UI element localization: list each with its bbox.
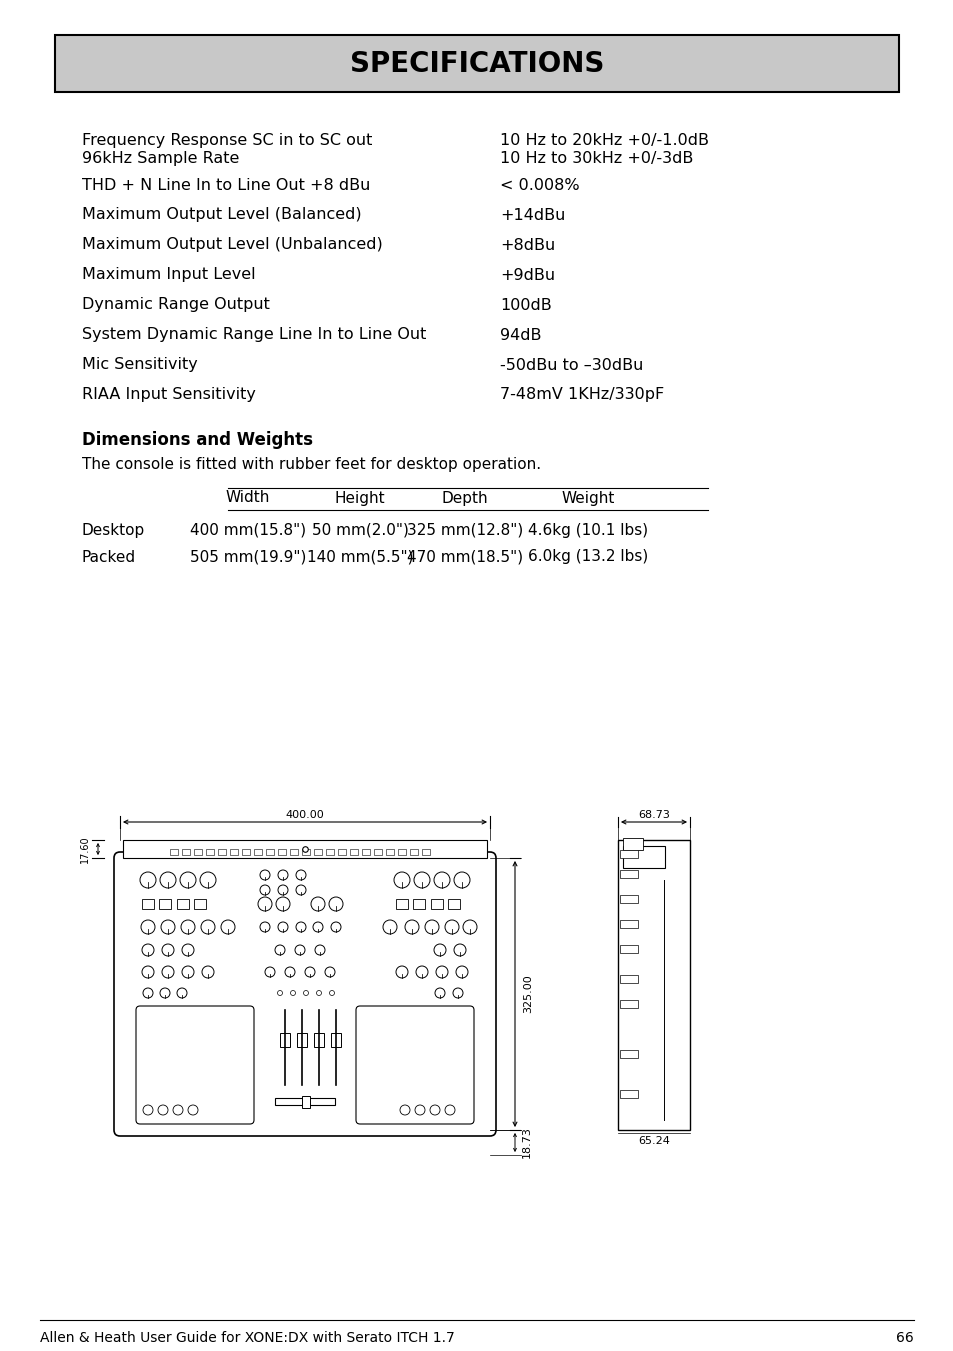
Bar bbox=[337, 848, 346, 855]
Text: 10 Hz to 20kHz +0/-1.0dB: 10 Hz to 20kHz +0/-1.0dB bbox=[499, 132, 708, 147]
Text: 400.00: 400.00 bbox=[285, 811, 324, 820]
Bar bbox=[266, 848, 274, 855]
Text: System Dynamic Range Line In to Line Out: System Dynamic Range Line In to Line Out bbox=[82, 327, 426, 343]
Bar bbox=[619, 920, 638, 928]
Bar bbox=[290, 848, 297, 855]
Text: +9dBu: +9dBu bbox=[499, 267, 555, 282]
Bar bbox=[619, 1050, 638, 1058]
Bar bbox=[619, 894, 638, 902]
Bar bbox=[314, 1034, 324, 1047]
Bar bbox=[55, 35, 898, 92]
Bar bbox=[619, 1000, 638, 1008]
Bar bbox=[622, 846, 664, 867]
Text: Maximum Output Level (Unbalanced): Maximum Output Level (Unbalanced) bbox=[82, 238, 382, 253]
FancyBboxPatch shape bbox=[113, 852, 496, 1136]
Text: SPECIFICATIONS: SPECIFICATIONS bbox=[350, 50, 603, 77]
Bar bbox=[619, 975, 638, 984]
Bar bbox=[374, 848, 381, 855]
Bar bbox=[413, 898, 424, 909]
Text: 96kHz Sample Rate: 96kHz Sample Rate bbox=[82, 150, 239, 166]
Bar bbox=[218, 848, 226, 855]
Text: 65.24: 65.24 bbox=[638, 1136, 669, 1146]
Text: 94dB: 94dB bbox=[499, 327, 541, 343]
Text: Frequency Response SC in to SC out: Frequency Response SC in to SC out bbox=[82, 132, 372, 147]
Bar bbox=[326, 848, 334, 855]
FancyBboxPatch shape bbox=[355, 1006, 474, 1124]
Text: Maximum Output Level (Balanced): Maximum Output Level (Balanced) bbox=[82, 208, 361, 223]
Text: Maximum Input Level: Maximum Input Level bbox=[82, 267, 255, 282]
Bar bbox=[431, 898, 442, 909]
Text: 66: 66 bbox=[895, 1331, 913, 1346]
Text: Desktop: Desktop bbox=[82, 523, 145, 538]
Bar bbox=[242, 848, 250, 855]
Bar bbox=[206, 848, 213, 855]
FancyBboxPatch shape bbox=[136, 1006, 253, 1124]
Text: 140 mm(5.5"): 140 mm(5.5") bbox=[307, 550, 413, 565]
Bar bbox=[274, 1098, 335, 1105]
Text: The console is fitted with rubber feet for desktop operation.: The console is fitted with rubber feet f… bbox=[82, 457, 540, 471]
Text: 470 mm(18.5"): 470 mm(18.5") bbox=[407, 550, 522, 565]
Text: Allen & Heath User Guide for XONE:DX with Serato ITCH 1.7: Allen & Heath User Guide for XONE:DX wit… bbox=[40, 1331, 455, 1346]
Text: 18.73: 18.73 bbox=[521, 1127, 532, 1158]
Text: 325.00: 325.00 bbox=[522, 974, 533, 1013]
Text: Dynamic Range Output: Dynamic Range Output bbox=[82, 297, 270, 312]
Bar bbox=[142, 898, 153, 909]
Bar bbox=[177, 898, 189, 909]
Bar bbox=[397, 848, 406, 855]
Text: +14dBu: +14dBu bbox=[499, 208, 565, 223]
Text: 100dB: 100dB bbox=[499, 297, 551, 312]
Bar bbox=[296, 1034, 307, 1047]
Bar bbox=[302, 848, 310, 855]
Text: 10 Hz to 30kHz +0/-3dB: 10 Hz to 30kHz +0/-3dB bbox=[499, 150, 693, 166]
Bar bbox=[230, 848, 237, 855]
Text: Packed: Packed bbox=[82, 550, 136, 565]
Bar bbox=[410, 848, 417, 855]
Bar bbox=[253, 848, 262, 855]
Bar bbox=[421, 848, 430, 855]
Text: 400 mm(15.8"): 400 mm(15.8") bbox=[190, 523, 306, 538]
Bar bbox=[159, 898, 171, 909]
Text: 17.60: 17.60 bbox=[80, 835, 90, 863]
Bar bbox=[361, 848, 370, 855]
Bar bbox=[193, 848, 202, 855]
Bar bbox=[619, 1090, 638, 1098]
Text: Weight: Weight bbox=[560, 490, 614, 505]
Bar bbox=[386, 848, 394, 855]
Text: Width: Width bbox=[226, 490, 270, 505]
Bar bbox=[277, 848, 286, 855]
Bar bbox=[302, 1096, 310, 1108]
Bar bbox=[123, 840, 486, 858]
Bar bbox=[280, 1034, 290, 1047]
Bar bbox=[448, 898, 459, 909]
Text: 6.0kg (13.2 lbs): 6.0kg (13.2 lbs) bbox=[527, 550, 647, 565]
Bar bbox=[618, 840, 689, 1129]
Text: Height: Height bbox=[335, 490, 385, 505]
Text: Depth: Depth bbox=[441, 490, 488, 505]
Text: 4.6kg (10.1 lbs): 4.6kg (10.1 lbs) bbox=[527, 523, 647, 538]
Bar bbox=[395, 898, 408, 909]
Bar bbox=[170, 848, 178, 855]
Bar bbox=[182, 848, 190, 855]
Bar bbox=[350, 848, 357, 855]
Bar bbox=[314, 848, 322, 855]
Bar bbox=[193, 898, 206, 909]
Text: THD + N Line In to Line Out +8 dBu: THD + N Line In to Line Out +8 dBu bbox=[82, 177, 370, 192]
Text: RIAA Input Sensitivity: RIAA Input Sensitivity bbox=[82, 388, 255, 403]
Text: 505 mm(19.9"): 505 mm(19.9") bbox=[190, 550, 306, 565]
Bar bbox=[622, 838, 642, 850]
Text: Mic Sensitivity: Mic Sensitivity bbox=[82, 358, 197, 373]
Bar bbox=[619, 870, 638, 878]
Bar bbox=[331, 1034, 340, 1047]
Bar bbox=[619, 850, 638, 858]
Text: Dimensions and Weights: Dimensions and Weights bbox=[82, 431, 313, 449]
Text: < 0.008%: < 0.008% bbox=[499, 177, 579, 192]
Text: 7-48mV 1KHz/330pF: 7-48mV 1KHz/330pF bbox=[499, 388, 663, 403]
Text: 50 mm(2.0"): 50 mm(2.0") bbox=[312, 523, 408, 538]
Bar bbox=[619, 944, 638, 952]
Text: +8dBu: +8dBu bbox=[499, 238, 555, 253]
Text: 68.73: 68.73 bbox=[638, 811, 669, 820]
Text: -50dBu to –30dBu: -50dBu to –30dBu bbox=[499, 358, 642, 373]
Text: 325 mm(12.8"): 325 mm(12.8") bbox=[406, 523, 522, 538]
